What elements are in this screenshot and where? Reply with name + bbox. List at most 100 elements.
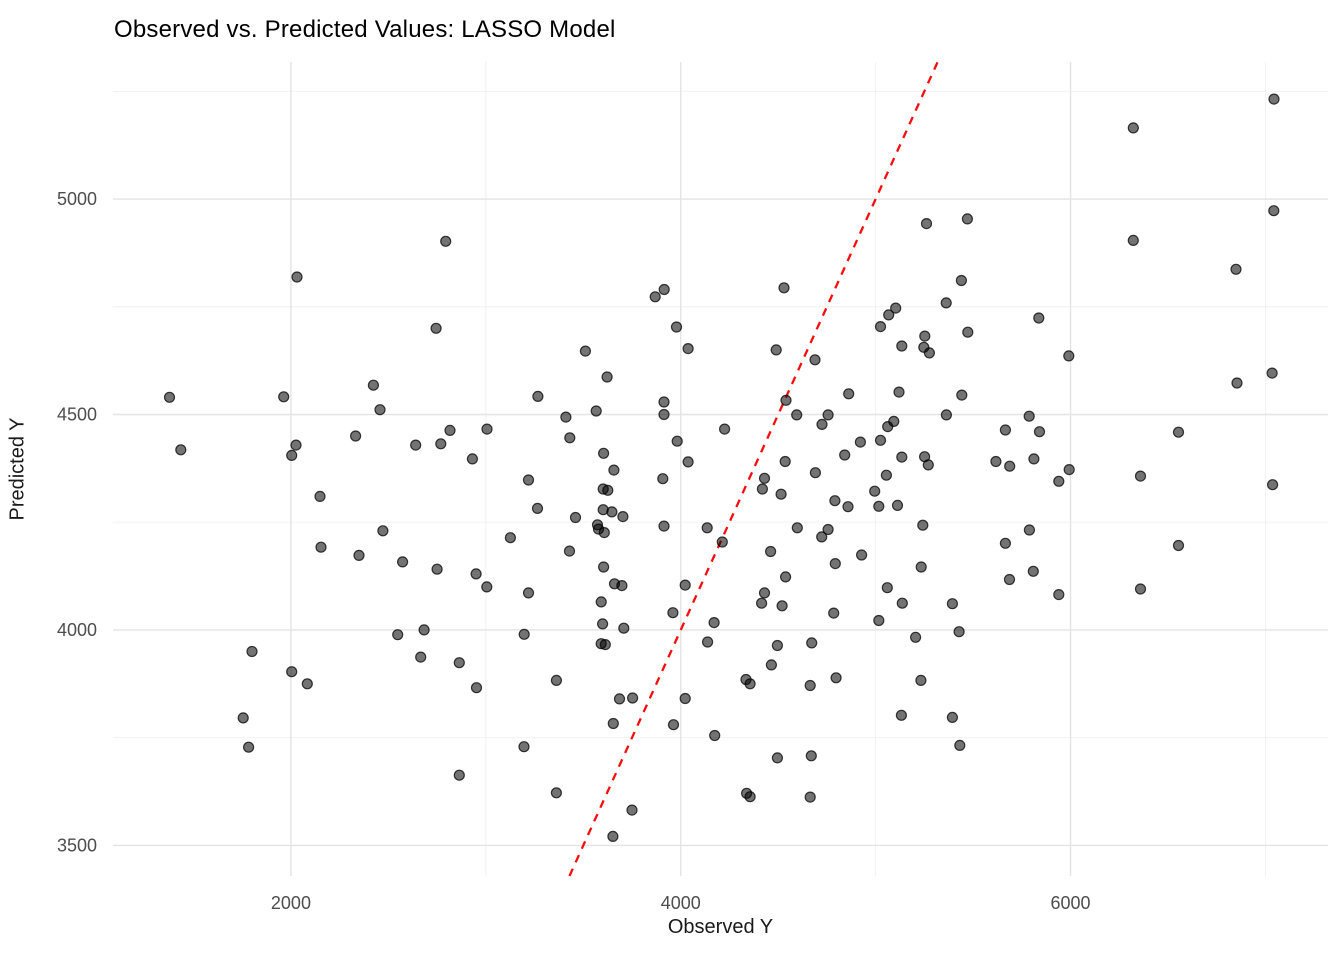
scatter-point [940,297,952,309]
scatter-point [595,596,607,608]
scatter-point [946,711,959,724]
scatter-point [854,436,867,448]
scatter-point [315,541,327,553]
scatter-point [765,659,778,671]
scatter-point [1004,460,1016,472]
scatter-point [855,549,868,561]
scatter-point [291,271,303,283]
scatter-point [658,520,670,532]
scatter-point [1063,350,1075,362]
scatter-point [671,435,683,447]
scatter-point [909,631,922,643]
scatter-point [709,729,721,742]
scatter-point [999,537,1012,549]
scatter-point [822,409,834,421]
scatter-point [946,598,959,610]
x-tick-label: 4000 [661,893,701,913]
scatter-point [842,501,854,513]
scatter-point [923,347,936,359]
scatter-point [816,418,828,430]
scatter-point [599,638,611,651]
scatter-point [237,712,249,724]
scatter-point [397,556,409,568]
scatter-point [809,354,821,366]
x-tick-label: 2000 [271,893,311,913]
scatter-point [883,309,895,321]
scatter-point [839,449,851,461]
scatter-point [999,424,1012,436]
scatter-point [618,622,630,634]
scatter-point [367,379,379,391]
scatter-point [896,597,908,609]
scatter-point [806,637,818,649]
scatter-point [895,709,908,721]
scatter-point [791,409,803,421]
scatter-point [778,282,790,294]
scatter-point [890,302,902,314]
scatter-point [880,469,893,481]
scatter-point [1063,464,1075,476]
scatter-point [828,607,840,619]
scatter-point [1027,565,1039,577]
scatter-point [418,624,430,636]
scatter-point [606,506,618,518]
scatter-point [1134,470,1147,482]
scatter-point [1023,410,1035,422]
scatter-point [504,532,516,544]
scatter-point [301,678,313,690]
scatter-point [829,495,841,507]
y-axis-title: Predicted Y [6,417,29,521]
scatter-point [667,607,679,619]
y-tick-label: 3500 [57,835,97,855]
scatter-point [617,510,629,523]
scatter-point [779,455,791,468]
scatter-point [756,483,769,495]
scatter-point [816,531,828,543]
scatter-point [550,674,563,687]
scatter-point [1268,93,1280,105]
scatter-point [601,371,613,383]
scatter-point [626,692,639,704]
scatter-point [607,830,619,843]
scatter-point [1127,234,1139,246]
scatter-point [779,571,792,583]
scatter-point [716,536,728,548]
scatter-point [804,679,816,692]
scatter-point [608,464,620,476]
scatter-point [990,455,1002,468]
scatter-point [440,235,452,247]
scatter-point [874,434,887,446]
scatter-point [518,628,530,640]
scatter-point [667,719,680,731]
scatter-point [246,645,258,658]
scatter-point [1033,426,1046,438]
scatter-point [955,274,968,287]
scatter-point [1172,539,1185,552]
scatter-point [893,386,905,398]
scatter-point [453,657,465,669]
scatter-point [830,672,842,684]
scatter-point [940,409,953,421]
scatter-point [377,525,389,537]
scatter-point [175,444,187,456]
scatter-point [392,629,404,641]
scatter-point [563,545,576,557]
scatter-point [888,415,900,427]
scatter-point [286,666,298,678]
scatter-point [1053,475,1065,487]
scatter-point [278,391,290,403]
scatter-point [920,218,933,230]
scatter-point [771,752,784,764]
scatter-point [658,396,670,408]
scatter-point [602,484,614,496]
scatter-point [243,741,255,753]
scatter-point [560,411,572,423]
scatter-point [822,523,834,536]
scatter-point [522,587,535,599]
scatter-point [453,769,465,781]
scatter-point [607,717,619,730]
scatter-point [470,682,483,694]
scatter-point [435,438,447,450]
scatter-point [431,563,443,575]
